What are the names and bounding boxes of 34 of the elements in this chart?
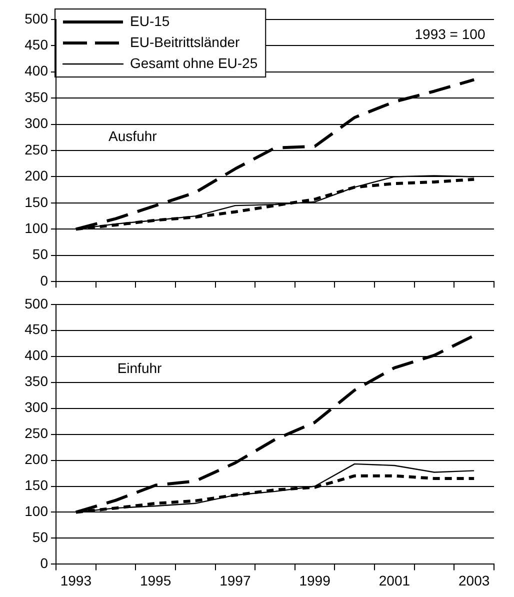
y-tick-label: 300 [24, 399, 48, 416]
y-tick-label: 0 [40, 272, 48, 288]
y-tick-label: 500 [24, 10, 48, 26]
y-tick-label: 200 [24, 451, 48, 468]
x-tick-label: 1995 [140, 572, 172, 588]
y-tick-label: 350 [24, 373, 48, 390]
y-tick-label: 250 [24, 141, 48, 158]
x-tick-label: 2003 [458, 572, 490, 588]
y-tick-label: 400 [24, 347, 48, 364]
annotation: 1993 = 100 [414, 26, 486, 42]
y-tick-label: 500 [24, 295, 48, 312]
y-tick-label: 50 [32, 246, 48, 262]
legend-label: Gesamt ohne EU-25 [130, 54, 258, 71]
y-tick-label: 250 [24, 425, 48, 442]
y-tick-label: 50 [32, 529, 48, 546]
annotation: Ausfuhr [108, 128, 158, 144]
y-tick-label: 150 [24, 194, 48, 210]
x-tick-label: 1997 [220, 572, 251, 588]
y-tick-label: 450 [24, 321, 48, 338]
x-tick-label: 2001 [378, 572, 410, 588]
y-tick-label: 200 [24, 168, 48, 184]
y-tick-label: 100 [24, 220, 48, 236]
y-tick-label: 300 [24, 115, 48, 132]
y-tick-label: 100 [24, 503, 48, 520]
x-tick-label: 1999 [299, 572, 331, 588]
y-tick-label: 150 [24, 477, 48, 494]
y-tick-label: 0 [40, 555, 48, 572]
y-tick-label: 400 [24, 62, 48, 79]
legend-label: EU-15 [130, 12, 170, 29]
x-tick-label: 1993 [60, 572, 92, 588]
legend-label: EU-Beitrittsländer [130, 34, 240, 50]
annotation: Einfuhr [117, 360, 162, 376]
y-tick-label: 350 [24, 88, 48, 105]
y-tick-label: 450 [24, 36, 48, 52]
